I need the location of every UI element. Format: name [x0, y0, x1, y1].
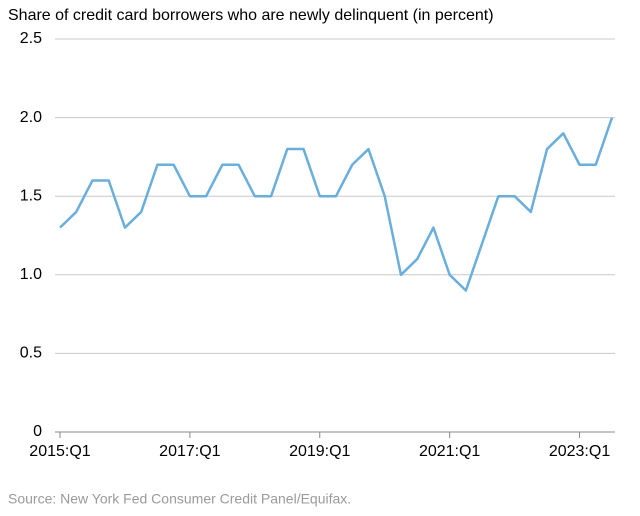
x-tick-label: 2021:Q1: [419, 443, 480, 460]
x-tick-label: 2015:Q1: [29, 443, 90, 460]
y-tick-label: 0.5: [20, 345, 42, 362]
source-note: Source: New York Fed Consumer Credit Pan…: [8, 491, 351, 507]
y-tick-label: 0: [33, 423, 42, 440]
x-tick-label: 2023:Q1: [549, 443, 610, 460]
data-line: [59, 117, 614, 292]
y-tick-label: 1.5: [20, 187, 42, 204]
y-tick-label: 2.0: [20, 109, 42, 126]
x-tick-label: 2017:Q1: [159, 443, 220, 460]
chart-title: Share of credit card borrowers who are n…: [8, 7, 494, 24]
y-tick-label: 2.5: [20, 30, 42, 47]
y-tick-label: 1.0: [20, 266, 42, 283]
x-tick-label: 2019:Q1: [289, 443, 350, 460]
